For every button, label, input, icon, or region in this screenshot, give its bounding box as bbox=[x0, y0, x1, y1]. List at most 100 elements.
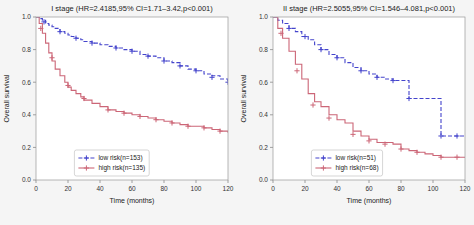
x-tick bbox=[337, 180, 338, 183]
y-tick bbox=[270, 49, 273, 50]
x-axis-label: Time (months) bbox=[110, 197, 155, 205]
survival-curve bbox=[36, 17, 228, 82]
x-tick bbox=[401, 180, 402, 183]
censor-mark bbox=[454, 155, 459, 160]
censor-mark bbox=[161, 58, 166, 63]
x-tick-label: 20 bbox=[64, 185, 72, 192]
x-tick-label: 100 bbox=[191, 185, 202, 192]
legend-frame bbox=[74, 150, 149, 176]
censor-mark bbox=[406, 96, 411, 101]
censor-mark bbox=[73, 36, 78, 41]
legend-marker bbox=[84, 165, 89, 170]
x-tick-label: 20 bbox=[301, 185, 309, 192]
y-tick-label: 0.4 bbox=[259, 111, 268, 118]
censor-mark bbox=[366, 138, 371, 143]
x-tick-label: 0 bbox=[34, 185, 38, 192]
plot-area bbox=[273, 17, 465, 180]
x-tick-label: 100 bbox=[428, 185, 439, 192]
censor-mark bbox=[169, 120, 174, 125]
legend: low risk(n=153)high risk(n=135) bbox=[74, 150, 149, 176]
plot-area bbox=[36, 17, 228, 180]
x-tick-label: 40 bbox=[96, 185, 104, 192]
censor-mark bbox=[454, 133, 459, 138]
y-tick-label: 1.0 bbox=[22, 13, 31, 20]
y-tick bbox=[33, 49, 36, 50]
legend-label: low risk(n=51) bbox=[335, 154, 376, 162]
y-tick bbox=[270, 180, 273, 181]
x-tick-label: 0 bbox=[271, 185, 275, 192]
censor-mark bbox=[121, 111, 126, 116]
y-tick-label: 0.8 bbox=[259, 46, 268, 53]
censor-mark bbox=[382, 142, 387, 147]
x-tick-label: 120 bbox=[223, 185, 234, 192]
x-tick bbox=[36, 180, 37, 183]
y-tick bbox=[270, 114, 273, 115]
x-tick bbox=[273, 180, 274, 183]
x-tick-label: 120 bbox=[460, 185, 471, 192]
legend-marker bbox=[321, 155, 326, 160]
x-tick-label: 80 bbox=[160, 185, 168, 192]
x-tick bbox=[305, 180, 306, 183]
y-tick-label: 0.2 bbox=[259, 144, 268, 151]
legend-label: low risk(n=153) bbox=[98, 154, 142, 162]
panel: II stage (HR=2.5055,95% CI=1.546–4.081,p… bbox=[240, 4, 471, 205]
background bbox=[0, 0, 474, 225]
censor-mark bbox=[334, 55, 339, 60]
censor-mark bbox=[193, 68, 198, 73]
y-axis-label: Overall survival bbox=[240, 74, 247, 122]
y-tick bbox=[33, 82, 36, 83]
panel: I stage (HR=2.4185,95% CI=1.71–3.42,p<0.… bbox=[3, 4, 234, 205]
y-tick bbox=[270, 17, 273, 18]
censor-mark bbox=[153, 117, 158, 122]
y-tick bbox=[33, 147, 36, 148]
censor-mark bbox=[326, 115, 331, 120]
legend-frame bbox=[311, 150, 382, 176]
x-tick bbox=[228, 180, 229, 183]
censor-mark bbox=[137, 114, 142, 119]
y-tick-label: 0.6 bbox=[22, 79, 31, 86]
censor-mark bbox=[113, 45, 118, 50]
censor-mark bbox=[390, 78, 395, 83]
y-tick bbox=[33, 114, 36, 115]
censor-mark bbox=[65, 83, 70, 88]
legend-label: high risk(n=68) bbox=[335, 164, 378, 172]
censor-mark bbox=[438, 155, 443, 160]
censor-mark bbox=[81, 96, 86, 101]
y-tick-label: 0.0 bbox=[259, 176, 268, 183]
censor-mark bbox=[105, 107, 110, 112]
legend-marker bbox=[321, 165, 326, 170]
censor-mark bbox=[145, 54, 150, 59]
x-tick-label: 60 bbox=[365, 185, 373, 192]
censor-mark bbox=[201, 125, 206, 130]
x-tick-label: 60 bbox=[128, 185, 136, 192]
x-tick bbox=[132, 180, 133, 183]
y-tick bbox=[270, 147, 273, 148]
censor-mark bbox=[318, 47, 323, 52]
x-tick bbox=[164, 180, 165, 183]
censor-mark bbox=[49, 55, 54, 60]
censor-mark bbox=[310, 102, 315, 107]
y-tick-label: 0.6 bbox=[259, 79, 268, 86]
censor-mark bbox=[89, 40, 94, 45]
y-tick bbox=[270, 82, 273, 83]
censor-mark bbox=[57, 29, 62, 34]
censor-mark bbox=[414, 150, 419, 155]
x-tick bbox=[100, 180, 101, 183]
y-axis-label: Overall survival bbox=[3, 74, 10, 122]
x-tick-label: 40 bbox=[333, 185, 341, 192]
censor-mark bbox=[217, 129, 222, 134]
y-tick bbox=[33, 180, 36, 181]
censor-mark bbox=[278, 31, 283, 36]
censor-mark bbox=[286, 26, 291, 31]
x-axis-label: Time (months) bbox=[347, 197, 392, 205]
y-tick-label: 0.8 bbox=[22, 46, 31, 53]
chart-root: I stage (HR=2.4185,95% CI=1.71–3.42,p<0.… bbox=[0, 0, 474, 225]
title: II stage (HR=2.5055,95% CI=1.546–4.081,p… bbox=[283, 4, 456, 13]
legend: low risk(n=51) high risk(n=68) bbox=[311, 150, 382, 176]
censor-mark bbox=[398, 146, 403, 151]
survival-curve bbox=[36, 17, 228, 133]
censor-mark bbox=[185, 124, 190, 129]
y-tick-label: 0.4 bbox=[22, 111, 31, 118]
plot-frame bbox=[36, 17, 228, 180]
y-tick bbox=[33, 17, 36, 18]
